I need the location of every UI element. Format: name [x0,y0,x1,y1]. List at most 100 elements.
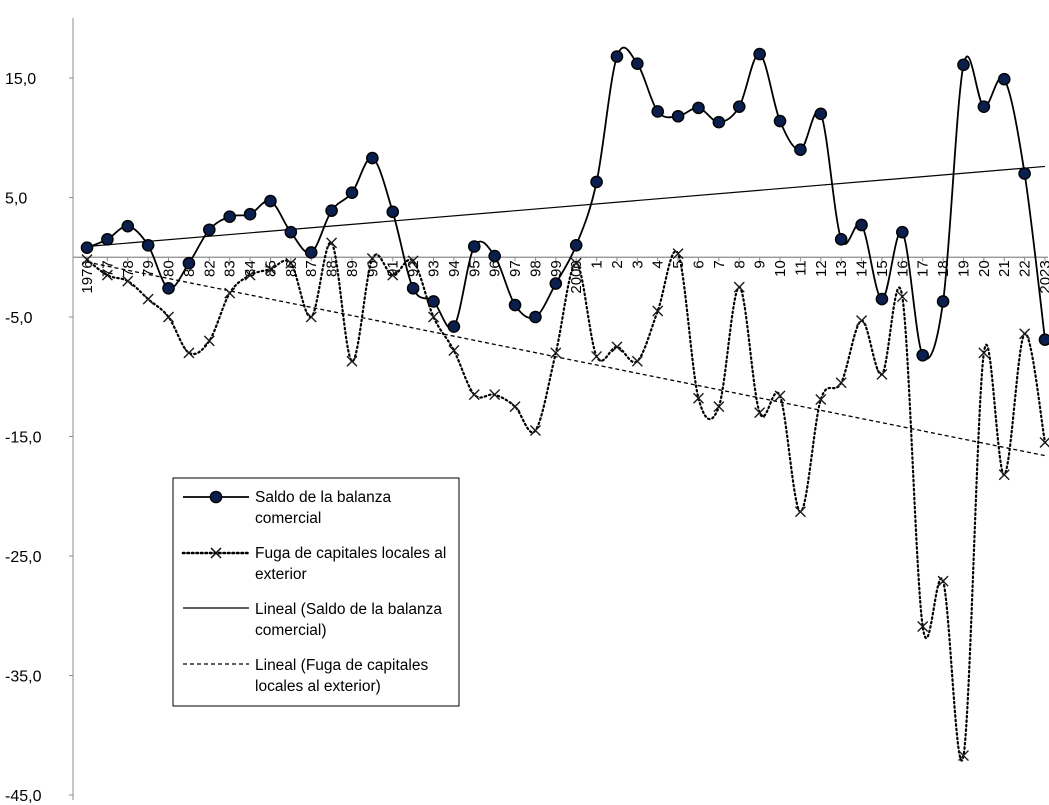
marker-balanza [284,225,298,239]
y-tick-label: -25,0 [5,549,42,566]
marker-balanza [223,210,236,223]
marker-fuga [631,355,643,367]
x-tick-label: 12 [813,260,830,277]
marker-balanza [141,238,155,252]
x-tick-label: 3 [629,260,646,268]
legend-entry-balanza: Saldo de la balanza comercial [183,489,392,527]
legend-key-fuga [181,547,251,559]
marker-fuga [672,248,684,260]
marker-balanza [529,310,542,324]
marker-fuga [733,281,745,293]
x-tick-label: 16 [894,260,911,277]
trendline-fuga [86,261,1046,457]
marker-fuga [917,621,929,632]
marker-balanza [202,223,216,237]
x-tick-label: 1 [589,260,606,268]
legend-label-balanza-line2: comercial [255,510,321,527]
marker-balanza [875,292,889,306]
marker-balanza [345,186,359,200]
marker-fuga [794,506,806,518]
marker-balanza [957,58,970,72]
y-tick-label: 15,0 [5,71,36,88]
marker-balanza [651,105,665,118]
x-tick-label: 79 [140,260,157,277]
x-tick-label: 99 [548,260,565,277]
marker-fuga [957,750,969,762]
marker-balanza [1018,167,1031,180]
marker-balanza [834,233,848,246]
marker-fuga [692,392,704,404]
legend-label-fuga-line2: exterior [255,566,307,583]
marker-fuga [876,368,888,380]
marker-balanza [896,225,909,239]
series-line-balanza [86,46,1046,360]
x-tick-label: 1976 [79,260,96,293]
x-tick-label: 90 [364,260,381,277]
marker-fuga [183,347,195,359]
marker-balanza [569,238,583,252]
marker-fuga [163,311,175,323]
x-tick-label: 88 [324,260,341,277]
marker-fuga [591,350,603,362]
x-tick-label: 97 [507,260,524,277]
marker-balanza [366,151,379,165]
marker-fuga [203,335,215,347]
x-tick-label: 4 [650,260,667,268]
marker-fuga [489,389,501,401]
marker-fuga [326,237,338,249]
marker-fuga [285,257,297,269]
marker-balanza [590,175,603,189]
legend-label-lineal-balanza: Lineal (Saldo de la balanza [255,601,442,618]
marker-balanza [732,100,746,113]
marker-fuga [407,255,419,267]
legend-label-balanza: Saldo de la balanza [255,489,392,506]
marker-balanza [631,57,644,70]
marker-balanza [855,218,868,232]
x-tick-label: 82 [201,260,218,277]
marker-balanza [916,348,930,362]
marker-fuga [550,347,562,359]
marker-fuga [652,305,664,317]
marker-balanza [936,295,950,308]
y-tick-label: -5,0 [5,310,33,327]
x-tick-label: 5 [670,260,687,268]
marker-balanza [997,72,1011,86]
x-tick-label: 14 [854,260,871,277]
marker-fuga [142,293,154,305]
marker-balanza [101,233,114,246]
marker-balanza [304,246,318,259]
marker-balanza [610,50,624,63]
trendlines [86,165,1046,457]
marker-balanza [467,240,481,253]
marker-balanza [264,194,277,208]
legend: Saldo de la balanza comercial Fuga de ca… [172,477,460,707]
marker-fuga [509,401,521,413]
marker-fuga [428,311,440,323]
legend-label-lineal-fuga-line2: locales al exterior) [255,678,381,695]
marker-fuga [570,257,582,269]
x-tick-label: 2 [609,260,626,268]
marker-balanza [549,277,563,290]
x-tick-label: 83 [222,260,239,277]
legend-key-balanza [183,490,249,504]
x-tick-label: 77 [99,260,116,277]
marker-fuga [815,393,827,405]
marker-fuga [754,407,766,419]
marker-fuga [387,269,399,281]
marker-fuga [978,347,990,359]
marker-fuga [713,401,725,413]
x-tick-label: 7 [711,260,728,268]
x-tick-label: 89 [344,260,361,277]
x-tick-label: 10 [772,260,789,277]
marker-balanza [712,115,726,129]
marker-fuga [611,341,623,353]
legend-entry-lineal-fuga: Lineal (Fuga de capitales locales al ext… [183,657,428,695]
marker-balanza [243,207,257,221]
marker-fuga [1019,328,1031,340]
x-tick-label: 9 [752,260,769,268]
marker-balanza [671,109,685,123]
legend-key-marker [210,547,222,559]
marker-fuga [937,575,949,587]
series-markers [80,47,1049,762]
marker-balanza [488,249,501,263]
